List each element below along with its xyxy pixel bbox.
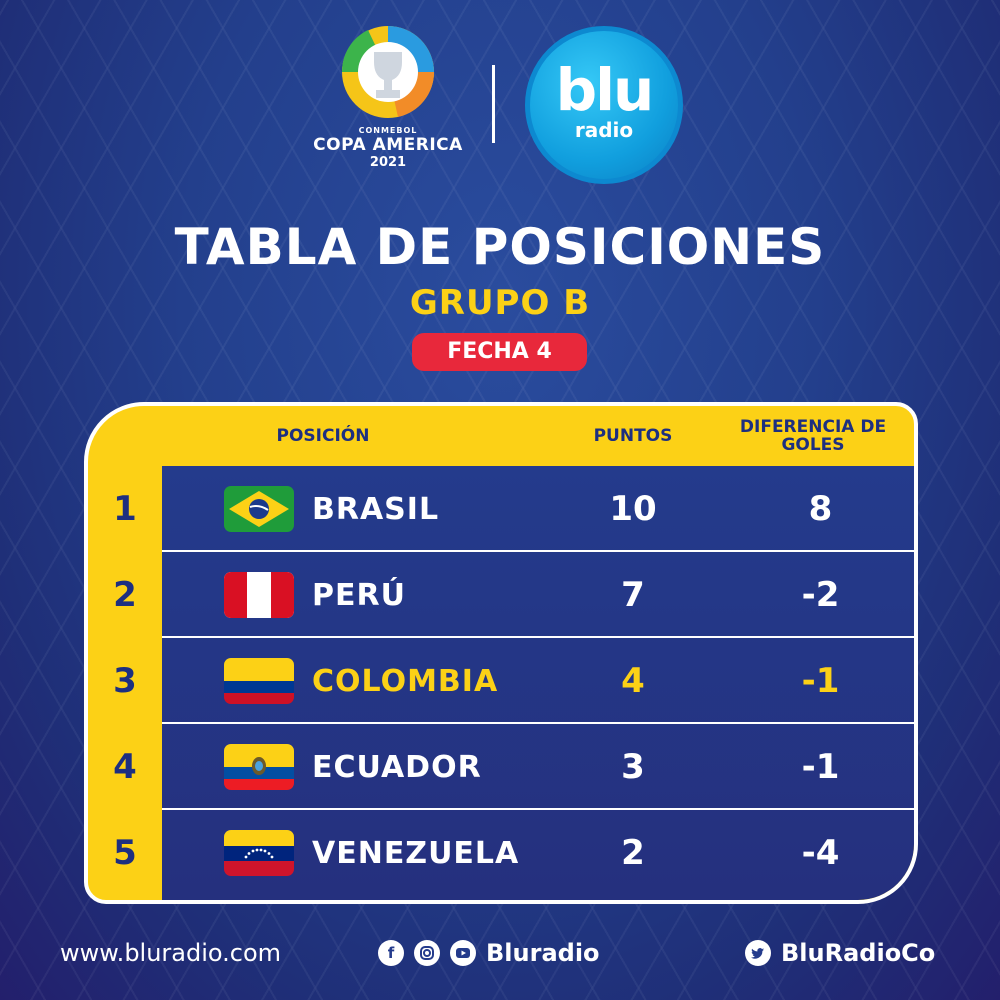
team-name: BRASIL xyxy=(312,491,440,527)
rank-number: 3 xyxy=(113,661,137,701)
rank-number: 1 xyxy=(113,489,137,529)
standings-table: POSICIÓN PUNTOS DIFERENCIA DE GOLES 1 BR… xyxy=(84,402,918,904)
team-goal-difference: -1 xyxy=(801,747,840,787)
team-name: ECUADOR xyxy=(312,749,482,785)
row-divider xyxy=(162,636,914,638)
table-row: 2 PERÚ 7 -2 xyxy=(88,552,914,638)
footer-website[interactable]: www.bluradio.com xyxy=(60,935,281,971)
row-divider xyxy=(162,722,914,724)
table-row: 4 ECUADOR 3 -1 xyxy=(88,724,914,810)
row-divider xyxy=(162,808,914,810)
copa-trophy-icon xyxy=(341,26,435,118)
team-points: 7 xyxy=(621,575,645,615)
team-goal-difference: -2 xyxy=(801,575,840,615)
facebook-icon[interactable]: f xyxy=(378,940,404,966)
instagram-icon[interactable] xyxy=(414,940,440,966)
footer-social: f Bluradio xyxy=(378,935,600,971)
table-row: 1 BRASIL 10 8 xyxy=(88,466,914,552)
blu-radio-logo: blu radio xyxy=(525,26,683,184)
team-points: 3 xyxy=(621,747,645,787)
rank-number: 5 xyxy=(113,833,137,873)
fecha-badge: FECHA 4 xyxy=(412,333,587,371)
copa-name-text: COPA AMERICA xyxy=(313,135,463,155)
table-row: 3 COLOMBIA 4 -1 xyxy=(88,638,914,724)
social-handle[interactable]: Bluradio xyxy=(486,939,600,967)
team-goal-difference: -4 xyxy=(801,833,840,873)
copa-year-text: 2021 xyxy=(369,155,407,170)
page-title: TABLA DE POSICIONES xyxy=(174,218,826,276)
rank-number: 2 xyxy=(113,575,137,615)
website-link[interactable]: www.bluradio.com xyxy=(60,939,282,967)
team-goal-difference: 8 xyxy=(808,489,833,529)
peru-flag-icon xyxy=(224,572,294,618)
team-points: 4 xyxy=(621,661,645,701)
blu-word: blu xyxy=(555,56,655,124)
header-goal-difference: DIFERENCIA DE GOLES xyxy=(739,417,887,455)
copa-america-logo: CONMEBOL COPA AMERICA 2021 xyxy=(312,22,464,192)
ecuador-flag-icon xyxy=(224,744,294,790)
group-title: GRUPO B xyxy=(409,283,591,323)
twitter-icon[interactable] xyxy=(745,940,771,966)
team-name: PERÚ xyxy=(312,577,406,613)
footer-twitter: BluRadioCo xyxy=(745,935,935,971)
team-name: COLOMBIA xyxy=(312,663,499,699)
header-position: POSICIÓN xyxy=(276,426,370,446)
table-row: 5 VENEZUELA 2 -4 xyxy=(88,810,914,896)
header-points: PUNTOS xyxy=(593,426,673,446)
copa-conmebol-text: CONMEBOL xyxy=(358,126,418,135)
twitter-handle[interactable]: BluRadioCo xyxy=(781,939,936,967)
team-points: 2 xyxy=(621,833,645,873)
colombia-flag-icon xyxy=(224,658,294,704)
blu-radio-word: radio xyxy=(574,118,634,142)
row-divider xyxy=(162,550,914,552)
logo-divider xyxy=(492,65,495,143)
team-points: 10 xyxy=(609,489,657,529)
team-goal-difference: -1 xyxy=(801,661,840,701)
youtube-icon[interactable] xyxy=(450,940,476,966)
rank-number: 4 xyxy=(113,747,137,787)
venezuela-flag-icon xyxy=(224,830,294,876)
team-name: VENEZUELA xyxy=(312,835,520,871)
brazil-flag-icon xyxy=(224,486,294,532)
